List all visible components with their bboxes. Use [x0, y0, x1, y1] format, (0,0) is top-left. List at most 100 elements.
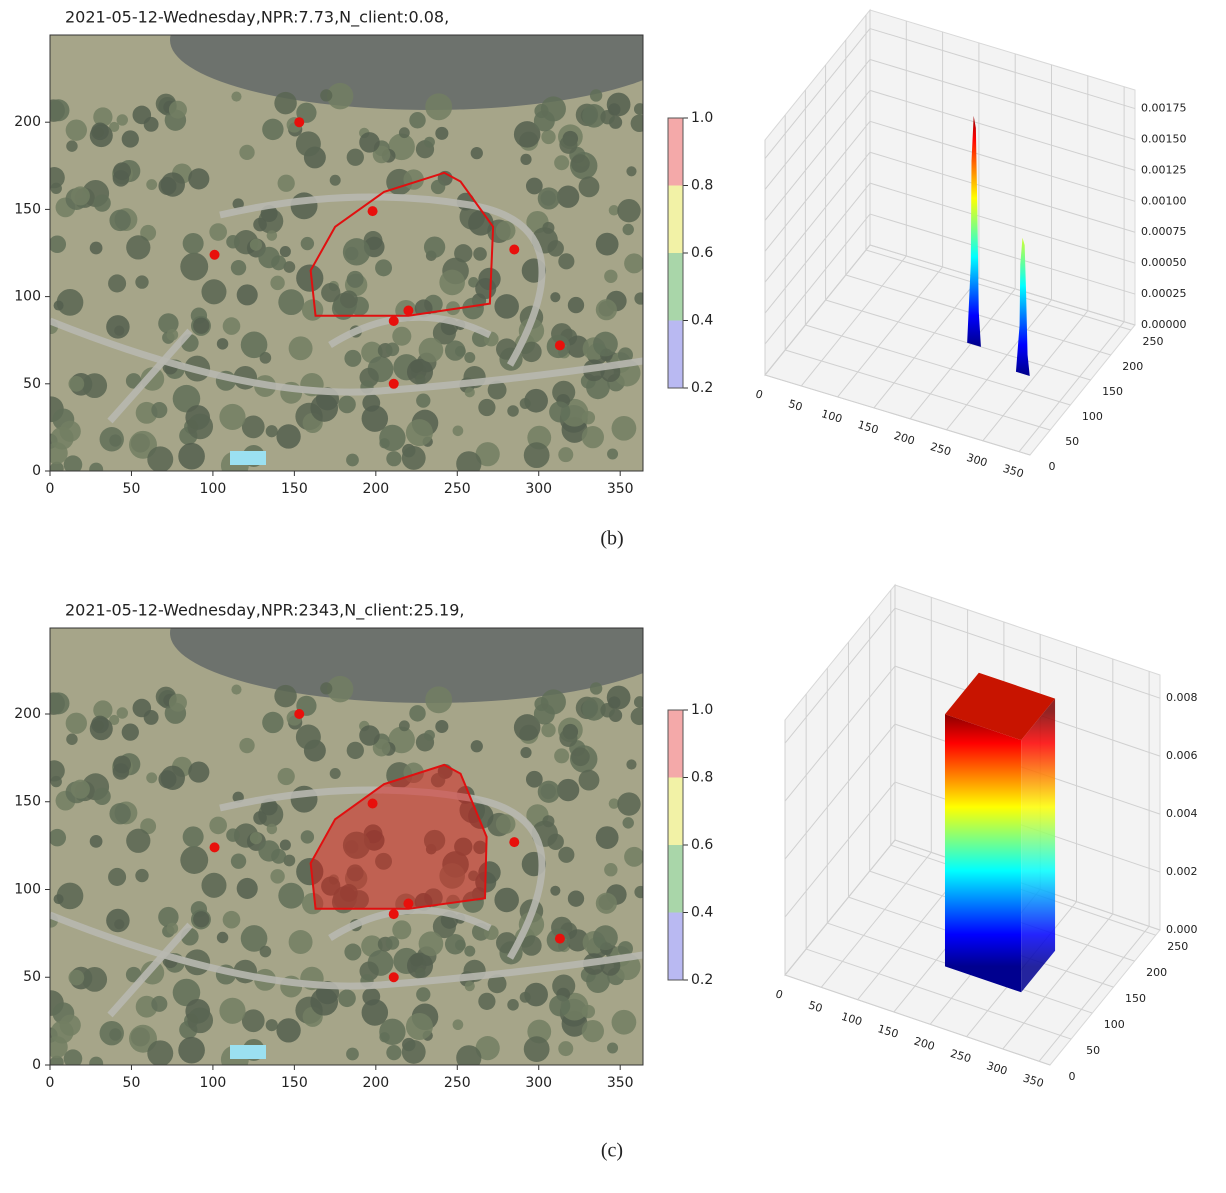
grid-line [869, 213, 1136, 295]
tree [607, 1042, 619, 1054]
colorbar-segment [668, 912, 683, 980]
panel-label: (c) [601, 1140, 623, 1162]
tree [68, 375, 85, 392]
tree [554, 748, 570, 764]
tree [454, 244, 473, 263]
tree [550, 292, 561, 303]
tree [193, 317, 210, 334]
tree [473, 840, 487, 855]
tree [346, 453, 359, 467]
tree [542, 815, 555, 828]
tree [524, 982, 548, 1007]
tree [89, 462, 104, 471]
tree [108, 867, 127, 886]
grid-line [1002, 913, 1114, 1050]
tree [50, 167, 65, 189]
tree [201, 279, 227, 305]
tree [416, 393, 431, 408]
tree [624, 253, 643, 274]
y-tick-label: 150 [1102, 385, 1123, 398]
tree [249, 831, 263, 845]
surface-side [1021, 698, 1056, 993]
tree [270, 869, 285, 884]
x-tick-label: 100 [200, 1075, 227, 1091]
tree [556, 778, 580, 802]
tree [132, 698, 152, 718]
y-tick-label: 250 [1167, 940, 1188, 953]
tree [464, 945, 476, 957]
tree [300, 236, 315, 251]
tree [405, 419, 433, 447]
tree [340, 884, 358, 902]
tree [439, 863, 465, 889]
tree [300, 830, 315, 844]
region-polygon [309, 171, 495, 317]
tree [216, 338, 229, 350]
tree [523, 442, 550, 469]
tree [65, 119, 87, 141]
tree [410, 359, 424, 373]
tree [329, 174, 341, 186]
grid-line [764, 244, 871, 376]
tree [222, 317, 241, 335]
grid-line [820, 852, 932, 988]
tree [187, 413, 214, 440]
chart-title: 2021-05-12-Wednesday,NPR:2343,N_client:2… [65, 601, 464, 621]
tree [624, 846, 643, 867]
tree [182, 826, 204, 848]
tree [611, 415, 637, 441]
x-tick-label: 100 [820, 407, 844, 426]
tree [495, 814, 516, 834]
point [388, 972, 399, 983]
tree [558, 447, 574, 463]
tree [259, 352, 272, 364]
tree [405, 1012, 433, 1040]
surface-peak [967, 115, 981, 347]
point [367, 206, 378, 217]
tree [241, 1009, 265, 1033]
tree [249, 238, 263, 251]
tree [392, 326, 412, 346]
tree [595, 826, 619, 849]
tree [523, 1036, 550, 1063]
pool [230, 1045, 266, 1059]
tree [151, 995, 168, 1012]
tree [91, 122, 109, 141]
x-tick-label: 300 [985, 1059, 1009, 1078]
tree [578, 769, 600, 791]
y-tick-label: 100 [1104, 1018, 1125, 1031]
tree [346, 1047, 359, 1061]
z-tick-label: 0.002 [1166, 865, 1198, 878]
tree [296, 264, 324, 292]
tree [50, 235, 67, 254]
tree [456, 1045, 482, 1065]
tree [89, 241, 103, 255]
grid-line [869, 244, 1136, 326]
grid-line [1038, 925, 1150, 1062]
tree [63, 455, 83, 471]
road [328, 906, 492, 941]
tree [550, 885, 561, 896]
tree [519, 398, 531, 409]
tree [50, 442, 68, 465]
grid-line [784, 723, 896, 860]
tree [188, 761, 210, 783]
y-tick-label: 0 [32, 1057, 41, 1073]
colorbar-tick-label: 0.2 [691, 972, 713, 988]
tree [59, 420, 81, 442]
tree [50, 461, 64, 471]
tree [344, 349, 362, 367]
surface-peak [1015, 237, 1030, 376]
x-tick-label: 250 [949, 1047, 973, 1066]
tree [172, 978, 201, 1007]
tree [276, 424, 301, 449]
grid-line [784, 974, 1051, 1066]
tree [593, 925, 618, 951]
tree [593, 331, 618, 357]
tree [608, 205, 620, 216]
tree [386, 451, 402, 467]
tree [549, 995, 571, 1017]
grid-line [764, 151, 871, 283]
tree [634, 103, 643, 116]
tree [253, 811, 267, 825]
